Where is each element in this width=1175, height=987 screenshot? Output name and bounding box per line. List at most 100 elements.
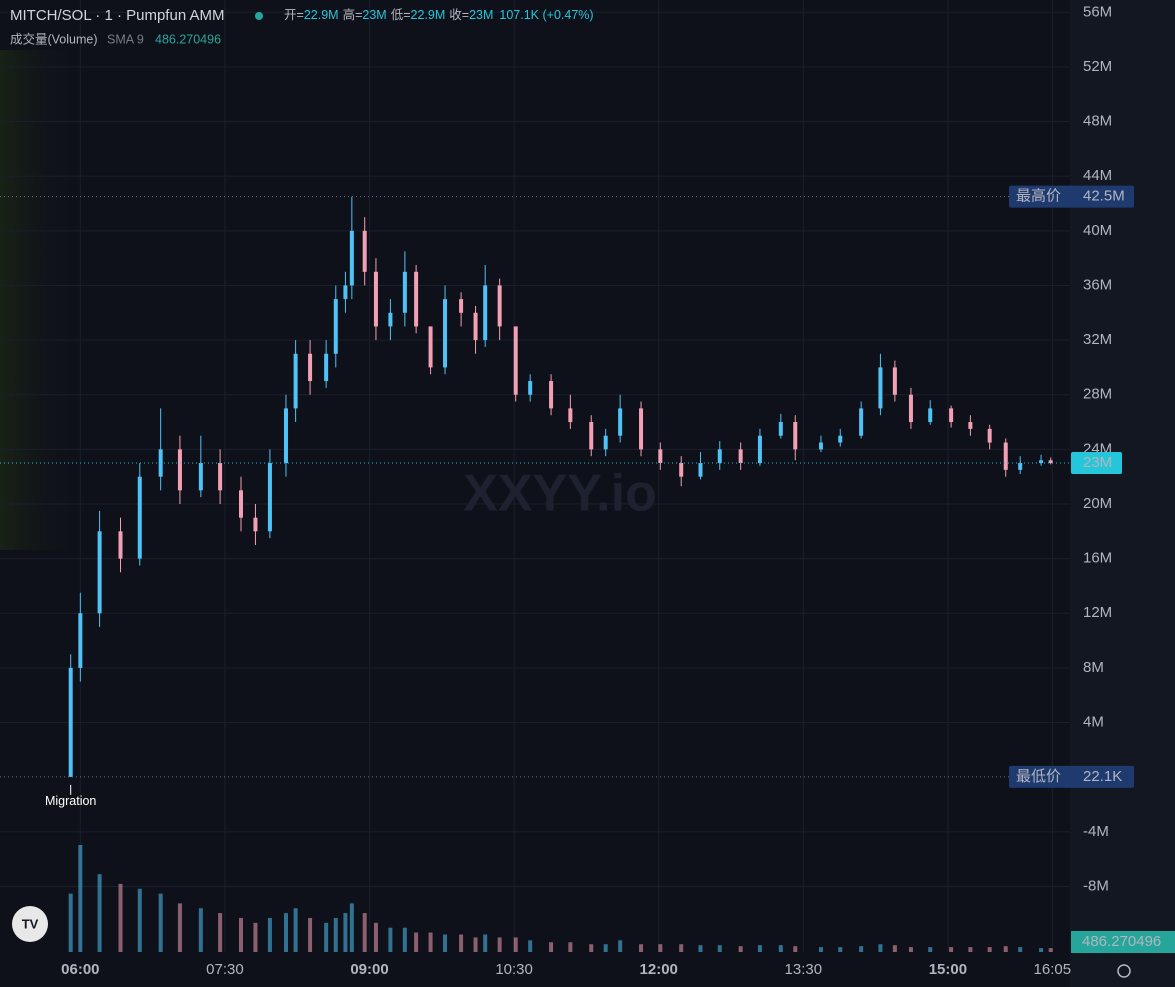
volume-bar xyxy=(198,908,203,952)
settings[interactable] xyxy=(1117,964,1131,978)
volume-bar xyxy=(414,932,419,952)
logo-mark: TV xyxy=(22,916,39,931)
y-tick-label: 52M xyxy=(1083,58,1112,75)
candle-body xyxy=(987,428,992,443)
volume-bar xyxy=(333,917,338,952)
y-tick-label: 44M xyxy=(1083,167,1112,184)
logo[interactable] xyxy=(12,906,48,942)
candle-body xyxy=(78,613,83,668)
last-price-label: 23M xyxy=(1083,454,1112,471)
ohlc: 开=22.9M 高=23M 低=22.9M 收=23M 107.1K (+0.47%) xyxy=(284,7,594,22)
x-tick-label: 16:05 xyxy=(1034,961,1072,978)
volume-bar xyxy=(698,945,703,952)
candle-body xyxy=(388,312,393,327)
volume-bar xyxy=(253,922,258,952)
symbol: MITCH/SOL · 1 · Pumpfun AMM xyxy=(10,7,225,24)
volume-bar xyxy=(603,944,608,952)
candle-body xyxy=(414,271,419,327)
volume-bar xyxy=(859,946,864,952)
candle-body xyxy=(878,367,883,409)
annotation: Migration xyxy=(45,794,96,808)
sma: SMA 9 xyxy=(107,32,144,46)
y-tick-label: 16M xyxy=(1083,550,1112,567)
status-dot xyxy=(255,12,263,20)
y-tick-label: 32M xyxy=(1083,331,1112,348)
y-tick-label: -4M xyxy=(1083,823,1109,840)
candle-body xyxy=(793,422,798,450)
volume-bar xyxy=(639,944,644,952)
y-tick-label: 28M xyxy=(1083,386,1112,403)
volume-label-bg xyxy=(1071,931,1175,953)
sma-value: 486.270496 xyxy=(155,32,221,46)
shade xyxy=(0,50,80,550)
candle-body xyxy=(679,463,684,477)
t: 23M xyxy=(362,8,386,22)
volume-bar xyxy=(1018,947,1023,952)
volume-bar xyxy=(717,945,722,952)
candle-body xyxy=(402,271,407,313)
candle-body xyxy=(1018,463,1023,470)
volume-bar xyxy=(324,922,329,952)
volume-bar xyxy=(308,917,313,952)
volume-bar xyxy=(793,946,798,952)
volume-bar xyxy=(1039,948,1044,952)
volume-bar xyxy=(549,942,554,952)
t: 22.9M xyxy=(304,8,339,22)
y-tick-label: 8M xyxy=(1083,659,1104,676)
candle-body xyxy=(428,326,433,368)
price-tag-name: 最低价 xyxy=(1016,768,1061,785)
candle-body xyxy=(738,449,743,464)
candle-body xyxy=(362,230,367,272)
candle-body xyxy=(928,408,933,423)
price-axis-bg xyxy=(1070,0,1175,987)
candle-body xyxy=(198,463,203,491)
candle-body xyxy=(238,490,243,518)
x-tick-label: 09:00 xyxy=(350,961,388,978)
candle-body xyxy=(639,408,644,450)
candle-body xyxy=(513,326,518,395)
x-tick-label: 10:30 xyxy=(495,961,533,978)
x-tick-label: 12:00 xyxy=(640,961,678,978)
volume-bar xyxy=(68,893,73,952)
time-axis-bg xyxy=(0,952,1070,987)
t: 107.1K (+0.47%) xyxy=(499,8,593,22)
volume-title: 成交量(Volume) xyxy=(10,31,98,46)
candle-body xyxy=(137,476,142,559)
candle-body xyxy=(717,449,722,464)
volume-bar xyxy=(177,903,182,952)
y-tick-label: 36M xyxy=(1083,276,1112,293)
volume-bar xyxy=(362,913,367,952)
candle-body xyxy=(443,299,448,368)
t: 高= xyxy=(343,7,363,22)
volume-bar xyxy=(838,947,843,952)
volume-bar xyxy=(373,922,378,952)
volume-bar xyxy=(658,944,663,952)
volume-bar xyxy=(778,945,783,952)
candle-body xyxy=(283,408,288,464)
y-tick-label: 56M xyxy=(1083,3,1112,20)
candle-body xyxy=(473,312,478,341)
volume-bar xyxy=(473,937,478,952)
candle-body xyxy=(658,449,663,464)
volume-bar xyxy=(949,947,954,952)
y-tick-label: -8M xyxy=(1083,877,1109,894)
price-tag-name: 最高价 xyxy=(1016,188,1061,205)
volume-bar xyxy=(497,937,502,952)
volume-bar xyxy=(343,913,348,952)
candle-body xyxy=(253,517,258,532)
volume-bar xyxy=(568,942,573,952)
price-tag-bg xyxy=(1009,185,1134,208)
volume-bar xyxy=(818,947,823,952)
y-tick-label: 48M xyxy=(1083,113,1112,130)
candle-body xyxy=(324,353,329,382)
volume-bar xyxy=(1048,948,1053,952)
volume-bar xyxy=(137,888,142,952)
x-tick-label: 13:30 xyxy=(785,961,823,978)
x-tick-label: 15:00 xyxy=(929,961,967,978)
volume-bar xyxy=(589,944,594,952)
candle-body xyxy=(349,230,354,286)
volume-bar xyxy=(987,947,992,952)
t: 22.9M xyxy=(411,8,446,22)
y-tick-label: 40M xyxy=(1083,222,1112,239)
